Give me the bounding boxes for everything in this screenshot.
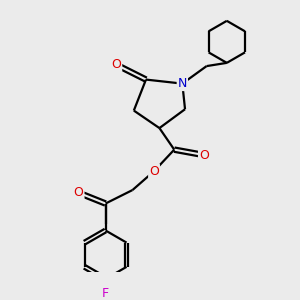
Text: O: O — [199, 148, 209, 161]
Text: O: O — [74, 186, 83, 199]
Text: O: O — [111, 58, 121, 71]
Text: N: N — [178, 77, 187, 90]
Text: F: F — [102, 287, 109, 300]
Text: O: O — [149, 165, 159, 178]
